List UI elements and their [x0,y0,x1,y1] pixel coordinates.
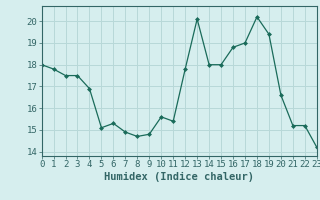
X-axis label: Humidex (Indice chaleur): Humidex (Indice chaleur) [104,172,254,182]
